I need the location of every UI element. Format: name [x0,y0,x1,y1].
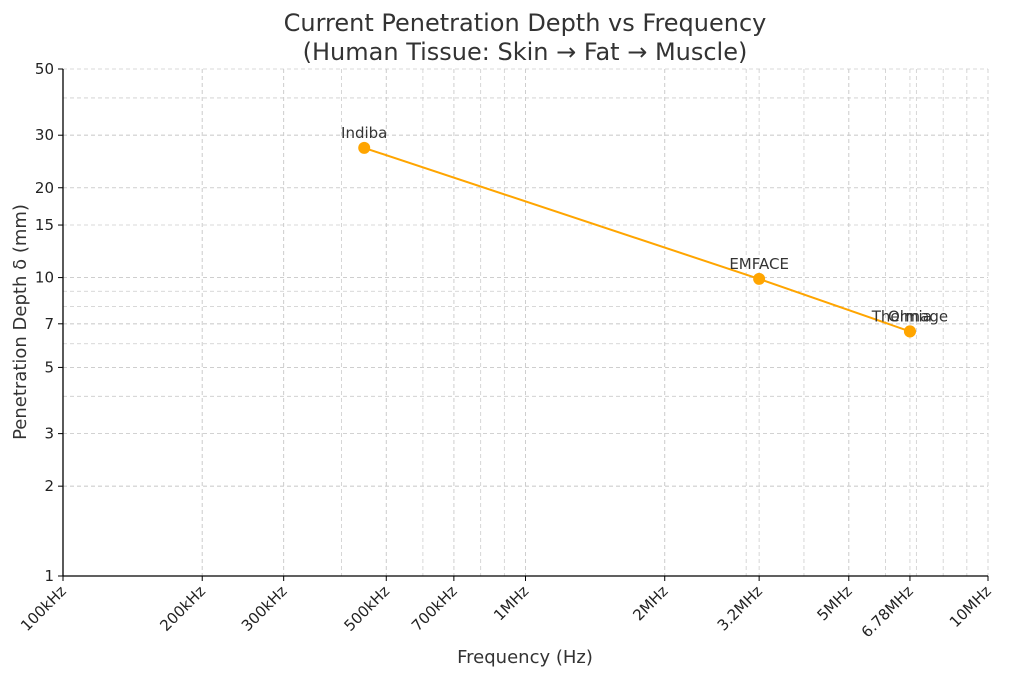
data-point-label: Olmia [888,307,932,325]
chart-title-line2: (Human Tissue: Skin → Fat → Muscle) [303,38,748,66]
y-tick-label: 7 [44,315,54,333]
tick-labels: 100kHz 200kHz 300kHz 500kHz 700kHz 1MHz 2MHz 3.… [17,60,995,641]
chart-title-line1: Current Penetration Depth vs Frequency [284,9,767,37]
data-point [358,141,371,154]
x-tick-label: 500kHz [340,582,393,635]
y-tick-label: 10 [35,269,54,287]
x-tick-label: 5MHz [813,582,855,624]
y-tick-label: 50 [35,60,54,78]
y-tick-label: 15 [35,216,54,234]
x-axis-label: Frequency (Hz) [457,647,593,668]
series [358,141,916,338]
y-tick-label: 20 [35,179,54,197]
y-tick-label: 3 [44,425,54,443]
x-tick-label: 6.78MHz [858,582,917,641]
y-tick-label: 30 [35,126,54,144]
data-point-label: Thermage [871,307,948,325]
x-tick-label: 2MHz [629,582,671,624]
y-tick-label: 2 [44,477,54,495]
y-tick-label: 5 [44,358,54,376]
x-tick-label: 100kHz [17,582,70,635]
x-tick-label: 1MHz [490,582,532,624]
x-tick-label: 200kHz [156,582,209,635]
x-tick-label: 3.2MHz [714,582,766,634]
grid [62,68,989,577]
data-point [903,325,916,338]
x-tick-label: 300kHz [238,582,291,635]
data-point-label: Indiba [341,124,387,142]
y-axis-label: Penetration Depth δ (mm) [10,204,31,440]
y-tick-label: 1 [44,567,54,585]
series-line [363,146,911,333]
data-point-label: EMFACE [729,255,789,273]
data-point [753,272,766,285]
x-tick-label: 700kHz [408,582,461,635]
x-tick-label: 10MHz [946,582,995,631]
